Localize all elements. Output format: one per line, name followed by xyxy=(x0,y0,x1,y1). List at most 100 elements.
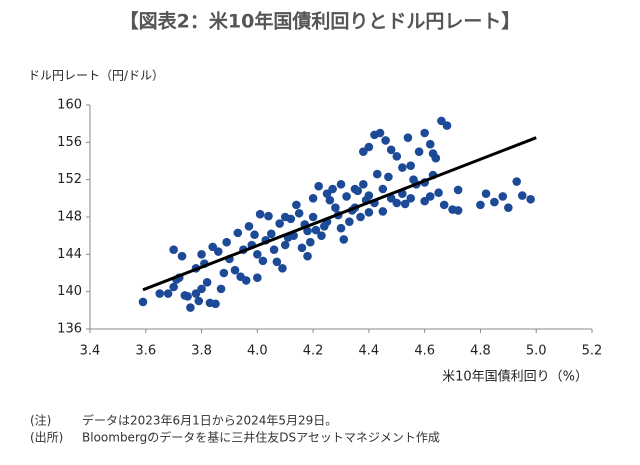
point xyxy=(453,185,463,195)
point xyxy=(526,194,535,204)
note-text: データは2023年6月1日から2024年5月29日。 xyxy=(82,413,337,428)
point xyxy=(434,188,443,198)
point xyxy=(306,237,315,247)
point xyxy=(392,152,402,161)
point xyxy=(163,289,173,298)
point xyxy=(453,206,463,215)
x-tick-label: 5.0 xyxy=(526,344,547,359)
point xyxy=(314,181,323,191)
point xyxy=(292,200,301,210)
note-label: (注) xyxy=(30,413,51,428)
point xyxy=(319,222,329,231)
x-tick-label: 4.2 xyxy=(303,344,324,359)
point xyxy=(233,228,243,238)
x-tick-label: 3.4 xyxy=(80,344,101,359)
note-text: Bloombergのデータを基に三井住友DSアセットマネジメント作成 xyxy=(82,430,440,445)
point xyxy=(403,133,413,142)
y-tick-label: 140 xyxy=(57,284,82,299)
point xyxy=(481,189,491,198)
point xyxy=(286,214,296,224)
point xyxy=(400,199,410,209)
x-tick-label: 3.8 xyxy=(191,344,212,359)
point xyxy=(180,291,190,300)
point xyxy=(442,121,452,130)
point xyxy=(375,128,385,138)
point xyxy=(138,297,148,307)
point xyxy=(378,207,388,216)
point xyxy=(409,175,418,184)
point xyxy=(384,172,393,182)
point xyxy=(336,180,346,189)
point xyxy=(294,208,304,218)
x-tick-label: 4.0 xyxy=(247,344,268,359)
point xyxy=(155,289,165,298)
point xyxy=(297,243,307,253)
point xyxy=(211,299,220,309)
point xyxy=(253,250,262,259)
point xyxy=(303,226,312,236)
point xyxy=(230,265,240,275)
point xyxy=(339,235,349,244)
point xyxy=(278,264,287,273)
point xyxy=(202,278,212,287)
point xyxy=(378,184,388,194)
point xyxy=(425,192,435,201)
point xyxy=(258,256,268,266)
point xyxy=(216,284,226,294)
point xyxy=(356,212,365,222)
y-tick-label: 156 xyxy=(57,135,82,150)
chart-title: 【図表2：米10年国債利回りとドル円レート】 xyxy=(120,10,521,33)
point xyxy=(325,195,335,205)
y-axis-label: ドル円レート（円/ドル） xyxy=(28,69,164,83)
point xyxy=(253,273,262,282)
trend-line xyxy=(142,136,537,292)
point xyxy=(420,128,429,138)
point xyxy=(406,161,416,170)
point xyxy=(308,212,318,222)
point xyxy=(364,208,374,217)
point xyxy=(311,225,321,235)
point xyxy=(353,186,363,196)
point xyxy=(345,217,354,226)
point xyxy=(428,149,438,158)
point xyxy=(406,194,416,203)
x-tick-label: 4.4 xyxy=(359,344,380,359)
point xyxy=(264,211,273,221)
point xyxy=(398,163,407,172)
x-tick-label: 5.2 xyxy=(582,344,603,359)
point xyxy=(197,284,206,294)
point xyxy=(255,209,265,219)
point xyxy=(342,192,351,201)
point xyxy=(303,251,312,261)
point xyxy=(275,219,284,228)
point xyxy=(250,230,259,240)
point xyxy=(476,200,485,210)
point xyxy=(177,251,187,261)
point xyxy=(386,145,396,155)
point xyxy=(219,268,229,278)
point xyxy=(490,197,499,207)
point xyxy=(331,203,340,212)
point xyxy=(169,245,178,254)
point xyxy=(364,142,374,152)
point xyxy=(308,194,318,203)
point xyxy=(272,257,282,267)
point xyxy=(504,203,513,212)
point xyxy=(186,303,195,312)
point xyxy=(512,177,521,186)
point xyxy=(359,180,368,189)
x-axis-label: 米10年国債利回り（%） xyxy=(442,370,588,385)
point xyxy=(439,200,449,210)
point xyxy=(194,296,204,306)
point xyxy=(381,136,390,145)
point xyxy=(266,229,276,239)
y-tick-label: 160 xyxy=(57,98,82,113)
point xyxy=(280,240,290,250)
point xyxy=(213,247,223,256)
point xyxy=(328,184,337,194)
point xyxy=(336,223,346,233)
point xyxy=(222,237,231,247)
point xyxy=(498,192,508,201)
